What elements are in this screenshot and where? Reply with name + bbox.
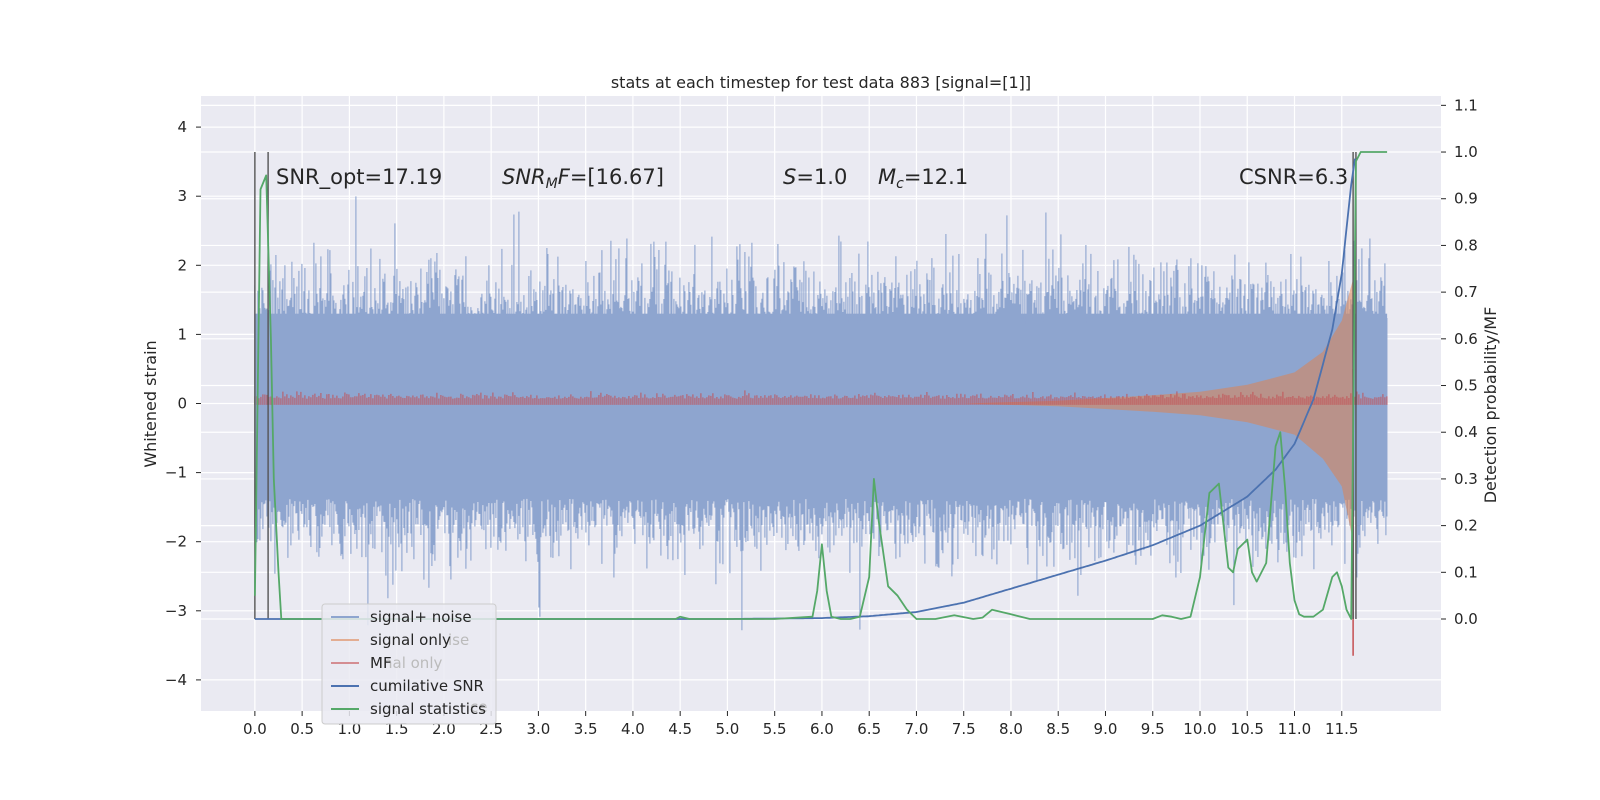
y-tick-label: −4	[165, 671, 187, 689]
x-tick-label: 7.0	[905, 720, 929, 738]
right-y-tick-label: 0.3	[1454, 470, 1478, 488]
chart-title: stats at each timestep for test data 883…	[611, 73, 1031, 92]
right-y-tick-label: 0.5	[1454, 377, 1478, 395]
x-tick-label: 9.0	[1094, 720, 1118, 738]
x-tick-label: 6.0	[810, 720, 834, 738]
y-tick-label: 4	[177, 118, 187, 136]
legend-label-signal-noise: signal+ noise	[370, 608, 472, 626]
legend-ghost-text: u	[383, 677, 393, 695]
right-y-tick-label: 1.1	[1454, 96, 1478, 114]
x-tick-label: 11.5	[1325, 720, 1358, 738]
x-tick-label: 10.5	[1231, 720, 1264, 738]
x-tick-label: 4.0	[621, 720, 645, 738]
signal-statistics-line	[254, 151, 1388, 620]
legend-ghost-text: nal only	[383, 654, 442, 672]
x-tick-label: 5.0	[716, 720, 740, 738]
x-tick-label: 7.5	[952, 720, 976, 738]
y-axis-ticks: 4 3 2 1 0 −1 −2 −3 −4	[165, 118, 201, 689]
y-tick-label: 3	[177, 187, 187, 205]
x-tick-label: 0.5	[290, 720, 314, 738]
legend-label-signal-statistics: signal statistics	[370, 700, 486, 718]
legend: ise nal only u ce signal+ noise signal o…	[321, 603, 497, 725]
annotation-snr-opt: SNR_opt=17.19	[276, 165, 442, 190]
x-tick-label: 10.0	[1183, 720, 1216, 738]
y-tick-label: −1	[165, 464, 187, 482]
annotations: SNR_opt=17.19 SNRMF=[16.67] S=1.0 Mc=12.…	[276, 165, 1348, 192]
annotation-s: S=1.0	[783, 165, 847, 189]
signal-only-series	[963, 279, 1354, 542]
annotation-mc: Mc=12.1	[878, 165, 968, 192]
x-tick-label: 3.5	[574, 720, 598, 738]
legend-label-mf: MF	[370, 654, 392, 672]
x-tick-label: 3.0	[526, 720, 550, 738]
legend-ghost-text: ce	[470, 698, 487, 716]
right-y-tick-label: 0.1	[1454, 563, 1478, 581]
legend-box	[321, 603, 497, 725]
legend-label-cumulative-snr: cumilative SNR	[370, 677, 484, 695]
right-y-axis-label: Detection probability/MF	[1481, 307, 1500, 504]
annotation-csnr: CSNR=6.3	[1239, 165, 1348, 189]
y-tick-label: 1	[177, 325, 187, 343]
annotation-snr-mf: SNRMF=[16.67]	[502, 165, 664, 192]
x-tick-label: 0.0	[243, 720, 267, 738]
x-tick-label: 4.5	[668, 720, 692, 738]
right-y-tick-label: 0.8	[1454, 236, 1478, 254]
signal-only-envelope	[963, 279, 1354, 542]
y-tick-label: −2	[165, 533, 187, 551]
right-y-tick-label: 0.9	[1454, 190, 1478, 208]
right-y-axis-ticks: 1.1 1.0 0.9 0.8 0.7 0.6 0.5 0.4 0.3 0.2 0.1 0.0	[1441, 96, 1478, 628]
y-axis-label: Whitened strain	[141, 340, 160, 467]
right-y-tick-label: 0.7	[1454, 283, 1478, 301]
signal-statistics-series	[254, 151, 1388, 620]
y-tick-label: 0	[177, 395, 187, 413]
legend-label-signal-only: signal only	[370, 631, 451, 649]
x-tick-label: 9.5	[1141, 720, 1165, 738]
x-tick-label: 5.5	[763, 720, 787, 738]
x-tick-label: 8.5	[1046, 720, 1070, 738]
x-tick-label: 8.0	[999, 720, 1023, 738]
x-tick-label: 11.0	[1278, 720, 1311, 738]
x-tick-label: 6.5	[857, 720, 881, 738]
right-y-tick-label: 0.6	[1454, 330, 1478, 348]
right-y-tick-label: 1.0	[1454, 143, 1478, 161]
legend-ghost-text: ise	[448, 631, 469, 649]
right-y-tick-label: 0.2	[1454, 517, 1478, 535]
y-tick-label: 2	[177, 256, 187, 274]
right-y-tick-label: 0.4	[1454, 423, 1478, 441]
right-y-tick-label: 0.0	[1454, 610, 1478, 628]
y-tick-label: −3	[165, 602, 187, 620]
